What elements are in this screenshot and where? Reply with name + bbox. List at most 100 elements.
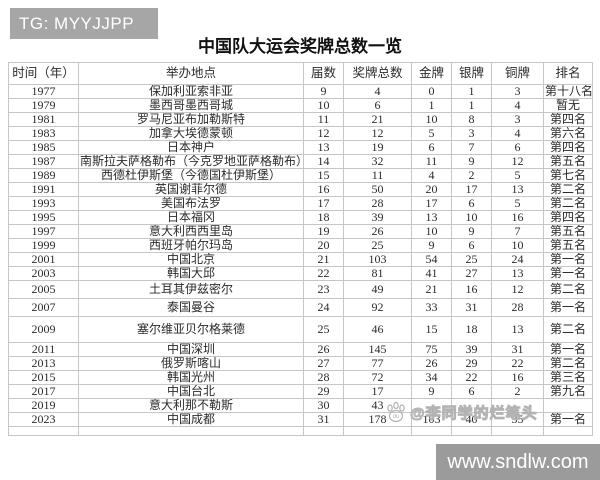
table-cell: 第六名	[543, 126, 593, 141]
table-row: 2011 中国深圳 26 145 75 39 31 第一名	[8, 342, 593, 357]
table-cell: 第一名	[543, 298, 593, 317]
table-cell: 12	[491, 154, 544, 169]
table-cell: 第五名	[543, 224, 593, 239]
column-header: 金牌	[411, 62, 452, 85]
table-cell: 145	[343, 342, 412, 357]
table-cell: 1993	[8, 196, 79, 211]
table-cell	[8, 426, 79, 436]
table-cell: 10	[411, 112, 452, 127]
table-cell: 第三名	[543, 370, 593, 385]
table-cell: 意大利西西里岛	[78, 224, 304, 239]
table-cell: 1997	[8, 224, 79, 239]
table-cell: 韩国光州	[78, 370, 304, 385]
table-cell: 3	[451, 126, 492, 141]
table-cell: 19	[303, 224, 344, 239]
header-row: 时间（年） 举办地点 届数 奖牌总数 金牌 银牌 铜牌 排名	[8, 62, 593, 85]
table-cell: 33	[411, 298, 452, 317]
table-cell: 1989	[8, 168, 79, 183]
table-cell: 32	[343, 154, 412, 169]
table-cell: 21	[411, 280, 452, 299]
table-cell: 泰国曼谷	[78, 298, 304, 317]
table-cell	[543, 398, 593, 413]
table-cell: 2003	[8, 266, 79, 281]
table-cell: 27	[303, 356, 344, 371]
table-cell: 27	[451, 266, 492, 281]
table-cell: 18	[303, 210, 344, 225]
table-cell: 韩国大邱	[78, 266, 304, 281]
table-cell	[411, 398, 452, 413]
table-cell: 中国台北	[78, 384, 304, 399]
table-cell: 罗马尼亚布加勒斯特	[78, 112, 304, 127]
table-row: 1985 日本神户 13 19 6 7 6 第四名	[8, 140, 593, 155]
table-cell: 25	[451, 252, 492, 267]
table-cell: 10	[451, 210, 492, 225]
table-cell: 第四名	[543, 112, 593, 127]
table-cell	[451, 426, 492, 436]
table-cell: 第四名	[543, 210, 593, 225]
table-cell: 第九名	[543, 384, 593, 399]
table-cell: 4	[491, 98, 544, 113]
table-cell: 第四名	[543, 140, 593, 155]
table-cell: 2017	[8, 384, 79, 399]
table-row: 1999 西班牙帕尔玛岛 20 25 9 6 10 第五名	[8, 238, 593, 253]
table-cell: 4	[411, 168, 452, 183]
table-cell: 英国谢菲尔德	[78, 182, 304, 197]
table-cell: 31	[491, 342, 544, 357]
table-cell: 6	[451, 384, 492, 399]
table-cell: 12	[303, 126, 344, 141]
table-cell: 7	[451, 140, 492, 155]
table-cell: 13	[491, 266, 544, 281]
table-cell: 2013	[8, 356, 79, 371]
table-cell: 16	[491, 210, 544, 225]
site-watermark: www.sndlw.com	[436, 444, 600, 480]
table-row: 2023 中国成都 31 178 103 40 35 第一名	[8, 412, 593, 427]
table-cell: 16	[491, 370, 544, 385]
table-cell: 19	[343, 140, 412, 155]
table-cell: 0	[411, 84, 452, 99]
column-header: 铜牌	[491, 62, 544, 85]
table-cell: 43	[343, 398, 412, 413]
table-cell: 21	[303, 252, 344, 267]
table-cell: 39	[343, 210, 412, 225]
table-cell: 1	[451, 84, 492, 99]
table-row: 1983 加拿大埃德蒙顿 12 12 5 3 4 第六名	[8, 126, 593, 141]
table-cell: 中国北京	[78, 252, 304, 267]
table-row: 1981 罗马尼亚布加勒斯特 11 21 10 8 3 第四名	[8, 112, 593, 127]
table-cell: 西班牙帕尔玛岛	[78, 238, 304, 253]
table-cell: 34	[411, 370, 452, 385]
table-cell: 第一名	[543, 252, 593, 267]
page-title: 中国队大运会奖牌总数一览	[198, 37, 402, 56]
table-cell: 6	[411, 140, 452, 155]
table-cell: 13	[491, 316, 544, 343]
table-cell: 第二名	[543, 280, 593, 299]
table-cell: 2	[451, 168, 492, 183]
tg-watermark-badge: TG: MYYJJPP	[10, 8, 158, 39]
table-cell: 1995	[8, 210, 79, 225]
table-row: 2015 韩国光州 28 72 34 22 16 第三名	[8, 370, 593, 385]
table-cell: 22	[303, 266, 344, 281]
table-cell: 第二名	[543, 182, 593, 197]
table-cell	[491, 398, 544, 413]
table-cell: 第五名	[543, 238, 593, 253]
table-cell: 第五名	[543, 154, 593, 169]
table-cell: 10	[411, 224, 452, 239]
table-cell: 22	[451, 370, 492, 385]
table-row: 2005 土耳其伊兹密尔 23 49 21 16 12 第二名	[8, 280, 593, 299]
table-cell: 103	[411, 412, 452, 427]
table-cell: 第十八名	[543, 84, 593, 99]
table-cell: 暂无	[543, 98, 593, 113]
column-header: 排名	[543, 62, 593, 85]
table-cell: 6	[451, 196, 492, 211]
table-cell: 20	[411, 182, 452, 197]
table-cell: 28	[303, 370, 344, 385]
table-row: 1993 美国布法罗 17 28 17 6 5 第二名	[8, 196, 593, 211]
table-cell: 26	[411, 356, 452, 371]
table-row: 1977 保加利亚索非亚 9 4 0 1 3 第十八名	[8, 84, 593, 99]
table-cell: 72	[343, 370, 412, 385]
table-cell: 31	[303, 412, 344, 427]
table-cell: 178	[343, 412, 412, 427]
table-cell: 第一名	[543, 266, 593, 281]
table-cell: 1983	[8, 126, 79, 141]
table-cell: 81	[343, 266, 412, 281]
table-cell: 77	[343, 356, 412, 371]
